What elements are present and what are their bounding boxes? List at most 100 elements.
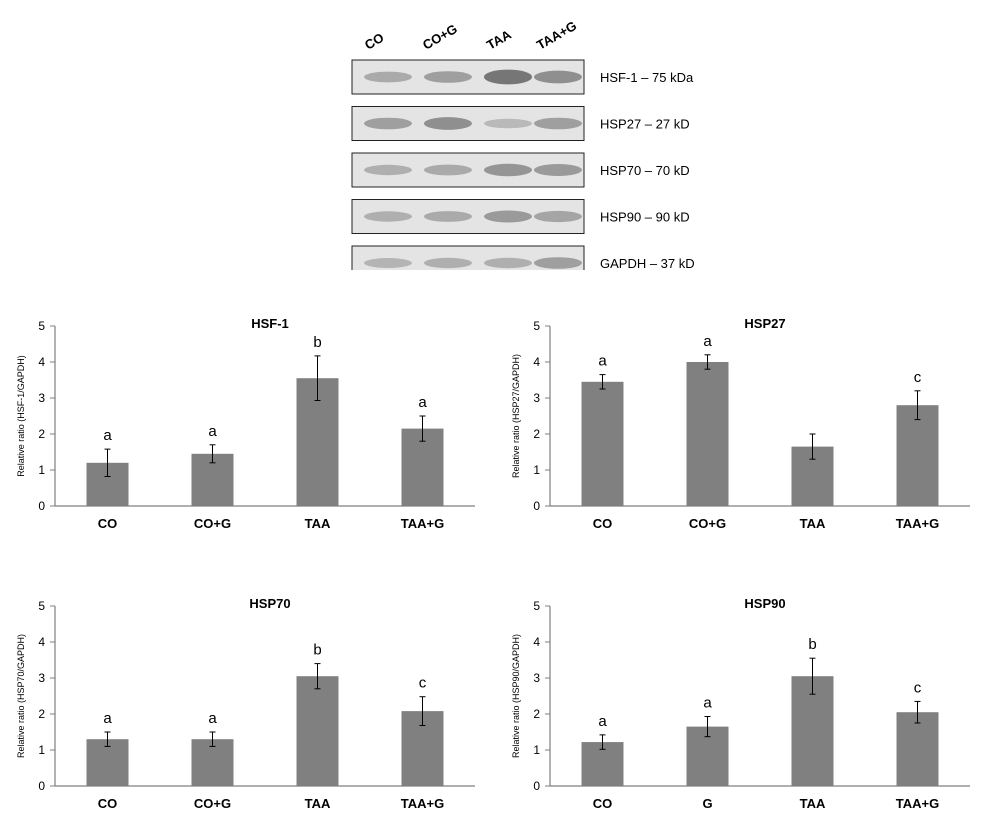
bar bbox=[686, 362, 729, 506]
protein-band bbox=[364, 71, 412, 83]
hsp90-bar-chart: 0 1 2 3 4 5 Relative ratio (HSP90/GAPDH) HSP90 a… bbox=[511, 596, 970, 811]
bar bbox=[581, 381, 624, 506]
y-tick-label: 1 bbox=[38, 463, 45, 477]
protein-band bbox=[424, 71, 472, 83]
bar bbox=[296, 676, 339, 786]
hsf1-bar-chart: 0 1 2 3 4 5 Relative ratio (HSF-1/GAPDH) HSF-1 a… bbox=[16, 316, 475, 531]
y-tick-label: 4 bbox=[38, 635, 45, 649]
y-tick-label: 0 bbox=[38, 779, 45, 793]
significance-letter: a bbox=[103, 710, 112, 727]
band-label: HSP90 – 90 kD bbox=[600, 210, 690, 225]
x-tick-label: TAA+G bbox=[896, 796, 939, 811]
significance-letter: b bbox=[808, 636, 816, 653]
band-label: HSP70 – 70 kD bbox=[600, 163, 690, 178]
significance-letter: a bbox=[598, 713, 607, 730]
hsp27-bar-chart: 0 1 2 3 4 5 Relative ratio (HSP27/GAPDH) HSP27 a… bbox=[511, 316, 970, 531]
significance-letter: c bbox=[419, 675, 427, 692]
y-tick-label: 4 bbox=[38, 355, 45, 369]
significance-letter: a bbox=[703, 695, 712, 712]
x-tick-label: CO bbox=[98, 516, 118, 531]
x-tick-label: TAA+G bbox=[401, 796, 444, 811]
band-label: HSF-1 – 75 kDa bbox=[600, 70, 694, 85]
protein-band bbox=[484, 163, 532, 177]
y-tick-label: 2 bbox=[38, 707, 45, 721]
x-tick-label: TAA+G bbox=[896, 516, 939, 531]
x-tick-label: CO+G bbox=[194, 516, 231, 531]
significance-letter: a bbox=[208, 423, 217, 440]
y-tick-label: 1 bbox=[533, 463, 540, 477]
blot-strip bbox=[351, 245, 585, 270]
protein-band bbox=[364, 258, 412, 268]
y-axis-label: Relative ratio (HSP70/GAPDH) bbox=[16, 634, 26, 758]
significance-letter: a bbox=[703, 333, 712, 350]
significance-letter: c bbox=[914, 369, 922, 386]
protein-band bbox=[424, 117, 472, 130]
y-tick-label: 0 bbox=[533, 779, 540, 793]
y-tick-label: 3 bbox=[533, 671, 540, 685]
lane-label: CO+G bbox=[420, 21, 460, 53]
significance-letter: b bbox=[313, 334, 321, 351]
chart-title: HSP90 bbox=[744, 596, 785, 611]
chart-title: HSP27 bbox=[744, 316, 785, 331]
y-tick-label: 2 bbox=[38, 427, 45, 441]
chart-title: HSP70 bbox=[249, 596, 290, 611]
y-tick-label: 2 bbox=[533, 707, 540, 721]
y-tick-label: 1 bbox=[38, 743, 45, 757]
significance-letter: b bbox=[313, 642, 321, 659]
significance-letter: c bbox=[914, 679, 922, 696]
bar bbox=[896, 712, 939, 786]
bar bbox=[191, 739, 234, 786]
y-tick-label: 0 bbox=[533, 499, 540, 513]
protein-band bbox=[424, 164, 472, 176]
lane-label: CO bbox=[362, 30, 386, 53]
x-tick-label: CO bbox=[593, 796, 613, 811]
y-tick-label: 5 bbox=[38, 599, 45, 613]
y-tick-label: 4 bbox=[533, 355, 540, 369]
lane-label: TAA+G bbox=[534, 18, 579, 53]
protein-band bbox=[534, 164, 582, 176]
x-tick-label: CO+G bbox=[194, 796, 231, 811]
chart-title: HSF-1 bbox=[251, 316, 289, 331]
protein-band bbox=[534, 70, 582, 84]
protein-band bbox=[364, 164, 412, 176]
y-axis-label: Relative ratio (HSF-1/GAPDH) bbox=[16, 355, 26, 477]
protein-band bbox=[364, 117, 412, 130]
protein-band bbox=[534, 210, 582, 223]
y-tick-label: 1 bbox=[533, 743, 540, 757]
blot-strip bbox=[351, 199, 585, 234]
bar bbox=[86, 739, 129, 786]
x-tick-label: CO+G bbox=[689, 516, 726, 531]
x-tick-label: CO bbox=[593, 516, 613, 531]
y-tick-label: 4 bbox=[533, 635, 540, 649]
x-tick-label: TAA bbox=[305, 516, 331, 531]
protein-band bbox=[534, 257, 582, 269]
x-tick-label: TAA+G bbox=[401, 516, 444, 531]
protein-band bbox=[364, 211, 412, 222]
hsp70-bar-chart: 0 1 2 3 4 5 Relative ratio (HSP70/GAPDH) HSP70 a… bbox=[16, 596, 475, 811]
protein-band bbox=[424, 211, 472, 222]
y-tick-label: 0 bbox=[38, 499, 45, 513]
lane-label: TAA bbox=[484, 26, 514, 52]
bar bbox=[896, 405, 939, 506]
protein-band bbox=[534, 117, 582, 130]
x-tick-label: CO bbox=[98, 796, 118, 811]
significance-letter: a bbox=[103, 427, 112, 444]
y-tick-label: 3 bbox=[533, 391, 540, 405]
x-tick-label: TAA bbox=[800, 516, 826, 531]
band-label: GAPDH – 37 kD bbox=[600, 256, 695, 270]
x-tick-label: G bbox=[702, 796, 712, 811]
significance-letter: a bbox=[208, 710, 217, 727]
protein-band bbox=[484, 118, 532, 129]
y-axis-label: Relative ratio (HSP27/GAPDH) bbox=[511, 354, 521, 478]
y-tick-label: 3 bbox=[38, 671, 45, 685]
protein-band bbox=[424, 257, 472, 269]
x-tick-label: TAA bbox=[800, 796, 826, 811]
band-label: HSP27 – 27 kD bbox=[600, 117, 690, 132]
protein-band bbox=[484, 69, 532, 85]
y-tick-label: 2 bbox=[533, 427, 540, 441]
y-tick-label: 5 bbox=[533, 319, 540, 333]
significance-letter: a bbox=[598, 353, 607, 370]
protein-band bbox=[484, 257, 532, 269]
x-tick-label: TAA bbox=[305, 796, 331, 811]
significance-letter: a bbox=[418, 394, 427, 411]
